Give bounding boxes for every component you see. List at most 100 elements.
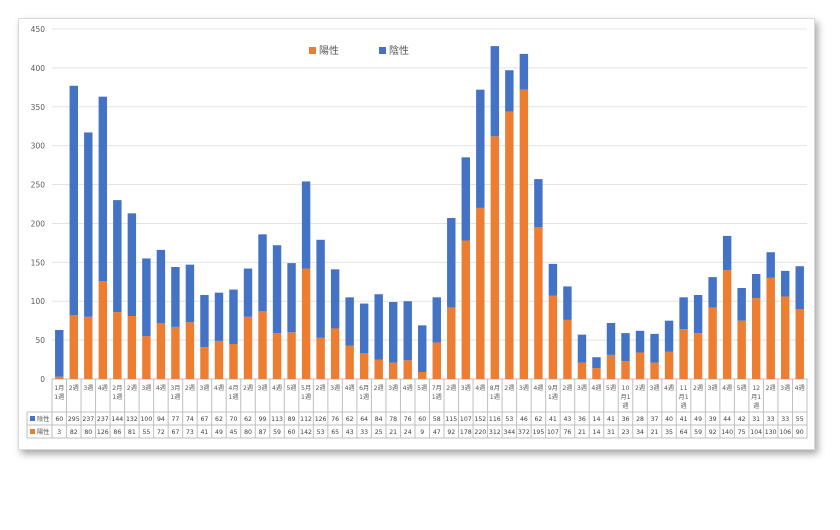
bar-segment-negative (301, 181, 311, 269)
table-value: 76 (331, 416, 339, 423)
bar-segment-positive (243, 316, 253, 379)
category-label: 9月 (548, 385, 558, 392)
bar-segment-positive (781, 296, 790, 379)
bar-segment-negative (679, 297, 688, 330)
category-label: 5週 (737, 384, 747, 392)
gridlines (52, 28, 807, 380)
table-value: 220 (474, 429, 486, 436)
table-value: 92 (709, 429, 717, 436)
bar-segment-negative (142, 258, 151, 337)
table-value: 55 (142, 429, 150, 436)
bar-segment-positive (432, 342, 441, 379)
category-label: 4月 (228, 385, 238, 392)
table-value: 107 (547, 429, 559, 436)
bar-segment-negative (200, 295, 209, 348)
table-value: 94 (157, 416, 165, 423)
y-tick-label: 450 (31, 25, 46, 34)
table-value: 81 (128, 429, 136, 436)
category-label: 2週 (766, 384, 776, 392)
table-value: 104 (750, 429, 762, 436)
bar-segment-positive (287, 332, 296, 379)
category-label: 1週 (170, 393, 180, 401)
bar-segment-negative (621, 333, 630, 362)
table-value: 74 (186, 416, 194, 423)
table-value: 144 (111, 416, 123, 423)
bar-segment-positive (766, 277, 775, 379)
table-value: 312 (489, 429, 501, 436)
table-value: 49 (694, 416, 702, 423)
category-label: 3週 (257, 384, 267, 392)
category-label: 3週 (199, 384, 209, 392)
bars (55, 46, 804, 380)
table-value: 34 (636, 429, 644, 436)
category-label: 4週 (156, 384, 166, 392)
bar-segment-negative (722, 235, 732, 271)
bar-segment-negative (403, 301, 412, 361)
bar-segment-negative (592, 357, 601, 369)
table-value: 65 (331, 429, 339, 436)
bar-segment-positive (127, 316, 137, 379)
bar-segment-negative (693, 295, 703, 334)
table-value: 41 (549, 416, 557, 423)
table-value: 67 (201, 416, 209, 423)
category-label: 2週 (374, 384, 384, 392)
category-label: 週 (753, 402, 759, 410)
table-value: 55 (796, 416, 804, 423)
table-value: 130 (765, 429, 777, 436)
bar-segment-positive (693, 333, 703, 379)
bar-segment-negative (359, 303, 369, 354)
bar-segment-positive (330, 328, 340, 379)
bar-segment-negative (577, 334, 587, 363)
category-label: 1週 (432, 393, 442, 401)
bar-segment-negative (490, 46, 500, 137)
table-value: 195 (532, 429, 544, 436)
bar-segment-positive (258, 311, 267, 379)
bar-segment-negative (156, 249, 166, 323)
table-value: 47 (433, 429, 441, 436)
table-value: 64 (360, 416, 368, 423)
bar-segment-positive (418, 372, 427, 379)
table-value: 77 (171, 416, 179, 423)
bar-segment-positive (606, 354, 616, 379)
category-label: 週 (680, 402, 686, 410)
table-value: 116 (489, 416, 501, 423)
bar-segment-positive (577, 362, 587, 379)
category-label: 2週 (185, 384, 195, 392)
table-value: 89 (288, 416, 296, 423)
table-value: 24 (404, 429, 412, 436)
y-tick-label: 150 (31, 258, 46, 267)
table-value: 45 (230, 429, 238, 436)
table-value: 41 (201, 429, 209, 436)
category-label: 4週 (98, 384, 108, 392)
bar-segment-positive (592, 368, 601, 379)
table-value: 62 (534, 416, 542, 423)
bar-segment-positive (635, 352, 645, 379)
table-value: 41 (680, 416, 688, 423)
bar-segment-negative (243, 268, 253, 317)
category-label: 3週 (780, 384, 790, 392)
bar-segment-positive (708, 307, 717, 379)
table-value: 70 (230, 416, 238, 423)
y-tick-label: 300 (31, 142, 46, 151)
table-value: 58 (433, 416, 441, 423)
table-value: 36 (578, 416, 586, 423)
table-value: 73 (186, 429, 194, 436)
y-tick-label: 250 (31, 181, 46, 190)
bar-segment-negative (664, 320, 674, 352)
y-tick-label: 50 (35, 336, 45, 345)
bar-segment-positive (679, 329, 688, 379)
bar-segment-negative (316, 239, 325, 338)
table-value: 295 (68, 416, 80, 423)
bar-segment-negative (171, 267, 180, 327)
table-value: 43 (346, 429, 354, 436)
category-label: 4週 (664, 384, 674, 392)
bar-segment-positive (374, 359, 383, 379)
category-label: 3週 (330, 384, 340, 392)
table-value: 87 (259, 429, 267, 436)
legend-label-positive: 陽性 (319, 44, 339, 57)
table-value: 99 (259, 416, 267, 423)
table-value: 14 (593, 429, 601, 436)
category-label: 12 (752, 385, 760, 392)
legend-label-negative: 陰性 (389, 44, 409, 57)
